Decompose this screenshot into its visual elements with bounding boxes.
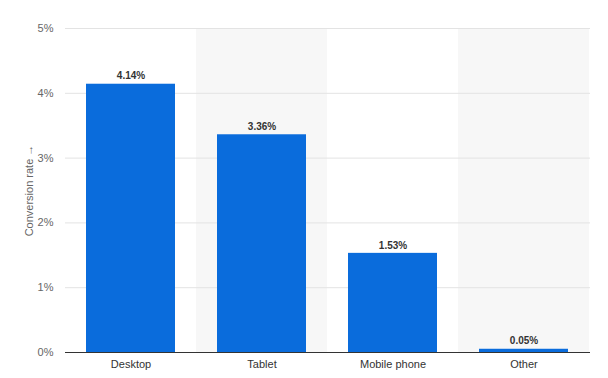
svg-text:5%: 5% — [38, 22, 54, 34]
svg-text:3%: 3% — [38, 152, 54, 164]
svg-text:3.36%: 3.36% — [248, 121, 276, 132]
svg-text:0%: 0% — [38, 346, 54, 358]
svg-text:2%: 2% — [38, 216, 54, 228]
svg-text:Desktop: Desktop — [111, 358, 151, 370]
svg-text:1.53%: 1.53% — [379, 240, 407, 251]
svg-text:1%: 1% — [38, 281, 54, 293]
svg-text:Tablet: Tablet — [247, 358, 276, 370]
svg-text:Mobile phone: Mobile phone — [360, 358, 426, 370]
svg-text:4.14%: 4.14% — [117, 70, 145, 81]
svg-text:4%: 4% — [38, 87, 54, 99]
svg-text:Conversion rate →: Conversion rate → — [23, 145, 35, 237]
svg-text:0.05%: 0.05% — [510, 335, 538, 346]
svg-text:Other: Other — [510, 358, 538, 370]
